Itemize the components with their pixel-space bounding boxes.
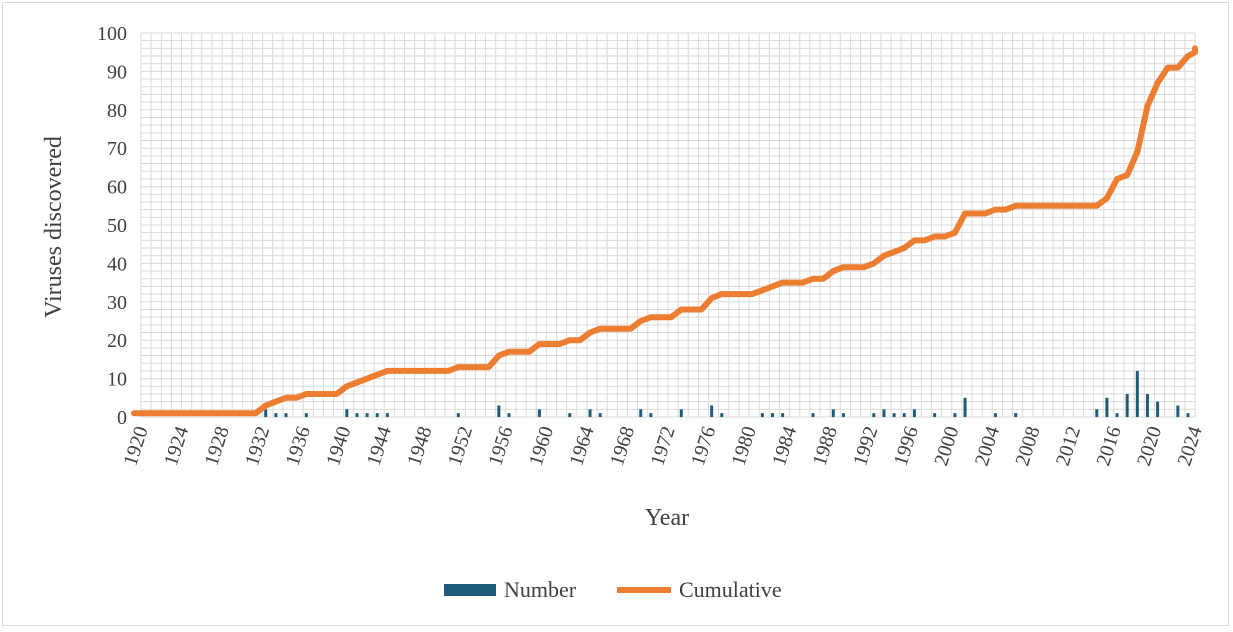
- legend-number-label: Number: [504, 577, 577, 602]
- x-tick-label: 1996: [890, 424, 923, 469]
- number-bar: [1125, 393, 1129, 417]
- x-tick-label: 1936: [282, 424, 315, 469]
- x-tick-label: 1964: [565, 424, 598, 469]
- y-tick-label: 30: [107, 292, 127, 314]
- number-bars: [264, 370, 1190, 417]
- y-axis-title: Viruses discovered: [41, 136, 67, 318]
- number-bar: [1105, 397, 1109, 417]
- x-tick-labels: 1920 1924 1928 1932 1936 1940 1944 1948 1952 1956…: [119, 424, 1206, 469]
- x-tick-label: 1944: [363, 424, 396, 469]
- number-bar: [1135, 370, 1139, 417]
- x-tick-label: 1968: [606, 424, 639, 469]
- x-tick-label: 1988: [809, 424, 842, 469]
- number-bar: [274, 413, 278, 417]
- x-axis-title: Year: [645, 505, 689, 531]
- number-bar: [1156, 401, 1160, 417]
- x-tick-label: 1932: [241, 424, 274, 469]
- x-tick-label: 1920: [119, 424, 152, 469]
- number-bar: [811, 413, 815, 417]
- number-bar: [841, 413, 845, 417]
- x-tick-label: 1972: [646, 424, 679, 469]
- number-bar: [1176, 405, 1180, 417]
- cumulative-line-layer: [131, 45, 1198, 417]
- number-bar: [365, 413, 369, 417]
- legend: Number Cumulative: [444, 577, 782, 602]
- number-bar: [264, 409, 268, 417]
- y-tick-label: 60: [107, 177, 127, 199]
- number-bar: [882, 409, 886, 417]
- number-bar: [993, 413, 997, 417]
- number-bar: [781, 413, 785, 417]
- number-bar: [284, 413, 288, 417]
- y-tick-label: 20: [107, 330, 127, 352]
- y-tick-label: 70: [107, 138, 127, 160]
- number-bar: [679, 409, 683, 417]
- number-bar: [507, 413, 511, 417]
- x-tick-label: 2004: [971, 424, 1004, 469]
- number-bar: [598, 413, 602, 417]
- x-tick-label: 1980: [728, 424, 761, 469]
- y-tick-label: 100: [97, 23, 127, 45]
- number-bar: [568, 413, 572, 417]
- number-bar: [872, 413, 876, 417]
- number-bar: [1145, 393, 1149, 417]
- x-tick-label: 2024: [1173, 424, 1206, 469]
- number-bar: [588, 409, 592, 417]
- number-bar: [385, 413, 389, 417]
- number-bar: [933, 413, 937, 417]
- x-tick-label: 1960: [525, 424, 558, 469]
- legend-number-swatch: [444, 584, 496, 596]
- x-tick-label: 2012: [1052, 424, 1085, 469]
- number-bar: [1115, 413, 1119, 417]
- x-tick-label: 1992: [849, 424, 882, 469]
- number-bar: [1014, 413, 1018, 417]
- number-bar: [770, 413, 774, 417]
- x-tick-label: 2008: [1011, 424, 1044, 469]
- y-tick-label: 80: [107, 100, 127, 122]
- x-tick-label: 2016: [1092, 424, 1125, 469]
- y-tick-label: 50: [107, 215, 127, 237]
- cumulative-line: [131, 45, 1198, 417]
- number-bar: [355, 413, 359, 417]
- number-bar: [537, 409, 541, 417]
- y-tick-label: 90: [107, 61, 127, 83]
- number-bar: [953, 413, 957, 417]
- x-tick-label: 1984: [768, 424, 801, 469]
- number-bar: [1095, 409, 1099, 417]
- grid: [140, 32, 1196, 418]
- number-bar: [760, 413, 764, 417]
- x-tick-label: 2020: [1133, 424, 1166, 469]
- number-bar: [963, 397, 967, 417]
- x-tick-label: 1940: [322, 424, 355, 469]
- number-bar: [456, 413, 460, 417]
- number-bar: [892, 413, 896, 417]
- x-tick-label: 2000: [930, 424, 963, 469]
- y-tick-label: 0: [117, 407, 127, 429]
- number-bar: [1186, 413, 1190, 417]
- y-tick-labels: 0 10 20 30 40 50 60 70 80 90 100: [97, 23, 127, 429]
- number-bar: [649, 413, 653, 417]
- number-bar: [902, 413, 906, 417]
- x-tick-label: 1928: [201, 424, 234, 469]
- number-bar: [639, 409, 643, 417]
- number-bar: [497, 405, 501, 417]
- x-tick-label: 1956: [484, 424, 517, 469]
- legend-cumulative-label: Cumulative: [679, 577, 782, 602]
- number-bar: [345, 409, 349, 417]
- x-tick-label: 1976: [687, 424, 720, 469]
- number-bar: [304, 413, 308, 417]
- number-bar: [375, 413, 379, 417]
- number-bar: [720, 413, 724, 417]
- x-tick-label: 1952: [444, 424, 477, 469]
- y-tick-label: 40: [107, 253, 127, 275]
- x-tick-label: 1948: [403, 424, 436, 469]
- number-bar: [912, 409, 916, 417]
- x-tick-label: 1924: [160, 424, 193, 469]
- y-tick-label: 10: [107, 369, 127, 391]
- number-bar: [710, 405, 714, 417]
- number-bar: [831, 409, 835, 417]
